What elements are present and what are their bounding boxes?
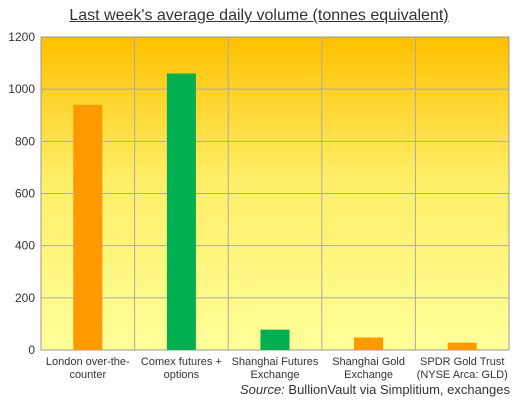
y-tick-label: 200 xyxy=(15,291,35,305)
source-text: BullionVault via Simplitium, exchanges xyxy=(284,382,510,397)
source-note: Source: BullionVault via Simplitium, exc… xyxy=(240,382,510,397)
x-tick-label: Comex futures + xyxy=(141,356,222,368)
x-tick-label: Shanghai Gold xyxy=(332,356,405,368)
y-tick-label: 1200 xyxy=(8,30,35,44)
y-tick-label: 0 xyxy=(28,343,35,357)
y-tick-label: 600 xyxy=(15,187,35,201)
grid-lines xyxy=(41,37,509,350)
y-tick-label: 1000 xyxy=(8,82,35,96)
y-tick-label: 800 xyxy=(15,134,35,148)
y-axis-ticks: 0 200 400 600 800 1000 1200 xyxy=(8,30,35,357)
x-tick-label: Exchange xyxy=(251,369,300,381)
x-tick-label: SPDR Gold Trust xyxy=(420,356,504,368)
bar xyxy=(73,104,103,350)
bars xyxy=(73,73,477,351)
x-axis-labels: London over-the-counter Comex futures +op… xyxy=(46,356,508,381)
x-tick-label: (NYSE Arca: GLD) xyxy=(417,369,508,381)
x-tick-label: London over-the- xyxy=(46,356,130,368)
x-tick-label: options xyxy=(164,369,200,381)
bar xyxy=(260,329,290,350)
y-tick-label: 400 xyxy=(15,239,35,253)
x-tick-label: counter xyxy=(69,369,106,381)
source-label: Source: xyxy=(239,382,285,397)
x-tick-label: Exchange xyxy=(344,369,393,381)
bar xyxy=(166,73,196,351)
chart-title: Last week's average daily volume (tonnes… xyxy=(69,7,449,24)
bar xyxy=(447,342,477,350)
bar xyxy=(354,337,384,350)
x-tick-label: Shanghai Futures xyxy=(232,356,319,368)
